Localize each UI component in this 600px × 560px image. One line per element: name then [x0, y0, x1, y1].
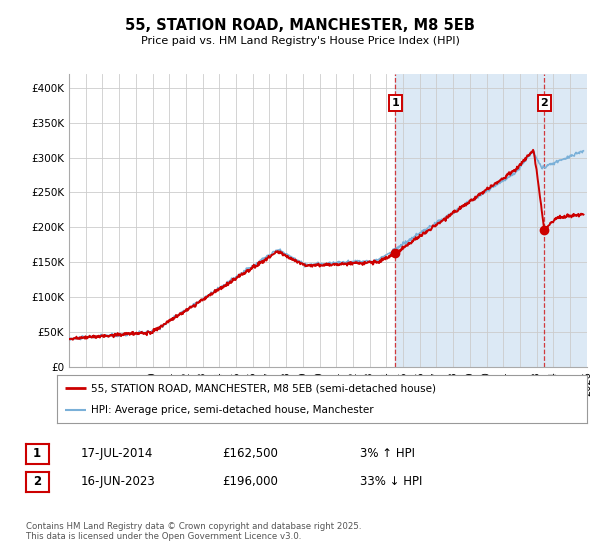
Text: 3% ↑ HPI: 3% ↑ HPI [360, 447, 415, 460]
Text: Price paid vs. HM Land Registry's House Price Index (HPI): Price paid vs. HM Land Registry's House … [140, 36, 460, 46]
Text: 1: 1 [33, 447, 41, 460]
Text: £196,000: £196,000 [222, 475, 278, 488]
Text: 1: 1 [392, 98, 399, 108]
Text: 55, STATION ROAD, MANCHESTER, M8 5EB: 55, STATION ROAD, MANCHESTER, M8 5EB [125, 18, 475, 32]
Text: £162,500: £162,500 [222, 447, 278, 460]
Bar [395, 74, 587, 367]
Text: Contains HM Land Registry data © Crown copyright and database right 2025.
This d: Contains HM Land Registry data © Crown c… [26, 522, 361, 542]
Text: 2: 2 [541, 98, 548, 108]
Bar [544, 74, 587, 367]
Text: 17-JUL-2014: 17-JUL-2014 [81, 447, 154, 460]
Text: 16-JUN-2023: 16-JUN-2023 [81, 475, 156, 488]
Text: HPI: Average price, semi-detached house, Manchester: HPI: Average price, semi-detached house,… [91, 405, 374, 415]
Text: 33% ↓ HPI: 33% ↓ HPI [360, 475, 422, 488]
Text: 55, STATION ROAD, MANCHESTER, M8 5EB (semi-detached house): 55, STATION ROAD, MANCHESTER, M8 5EB (se… [91, 383, 436, 393]
Text: 2: 2 [33, 475, 41, 488]
